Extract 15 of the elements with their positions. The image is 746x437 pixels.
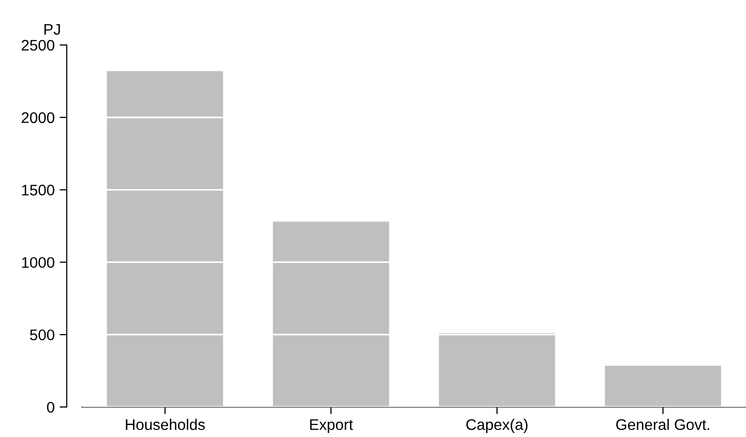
- bar: [604, 366, 722, 407]
- x-tick-label: General Govt.: [616, 418, 710, 430]
- x-tick-label: Export: [310, 419, 353, 434]
- y-axis-title: PJ: [44, 24, 60, 35]
- x-tick-label: Capex(a): [466, 418, 528, 434]
- x-tick-label: Households: [126, 418, 205, 430]
- y-tick-label: 0: [47, 402, 54, 413]
- y-tick-label: 500: [30, 329, 54, 340]
- bar: [438, 333, 556, 407]
- bar: [272, 222, 390, 407]
- bar: [106, 71, 224, 407]
- y-tick-label: 1000: [22, 257, 54, 268]
- y-tick-label: 1500: [22, 184, 54, 196]
- y-tick-label: 2500: [22, 40, 54, 51]
- y-tick-label: 2000: [22, 112, 54, 124]
